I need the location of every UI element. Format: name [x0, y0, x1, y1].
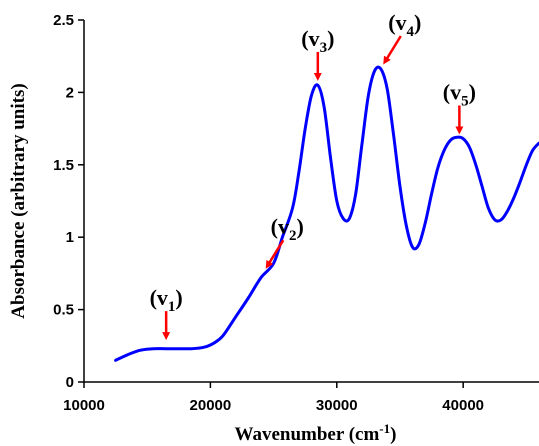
x-axis-title: Wavenumber (cm-1): [235, 421, 397, 445]
peak-arrow: [265, 239, 285, 269]
peak-annotations: (v1) (v2) (v3) (v4) (v5): [150, 10, 476, 341]
y-tick-label: 0: [66, 374, 74, 391]
peak-label: (v5): [443, 79, 476, 109]
x-tick-label: 20000: [190, 397, 232, 414]
peak-label: (v4): [388, 10, 421, 40]
axes: [78, 19, 539, 388]
y-tick-label: 1.5: [53, 157, 74, 174]
peak-label: (v3): [301, 26, 334, 56]
series-layer: [114, 65, 539, 362]
peak-label: (v1): [150, 285, 183, 315]
y-tick-label: 1: [66, 229, 74, 246]
tick-labels: 0 0.5 1 1.5 2 2.5 10000 20000 30000 40000: [53, 12, 484, 414]
y-tick-label: 0.5: [53, 302, 74, 319]
x-tick-label: 40000: [442, 397, 484, 414]
y-tick-label: 2.5: [53, 12, 74, 29]
y-axis-title: Absorbance (arbitrary units): [8, 83, 29, 318]
x-axis-title-main: Wavenumber (cm: [235, 424, 380, 445]
x-tick-label: 30000: [316, 397, 358, 414]
peak-label: (v2): [271, 214, 304, 244]
peak-arrow: [383, 35, 402, 65]
x-axis-title-close: ): [390, 424, 396, 445]
x-axis-title-sup: -1: [379, 421, 390, 436]
x-tick-label: 10000: [63, 397, 105, 414]
y-tick-label: 2: [66, 84, 74, 101]
absorbance-line: [114, 65, 539, 362]
